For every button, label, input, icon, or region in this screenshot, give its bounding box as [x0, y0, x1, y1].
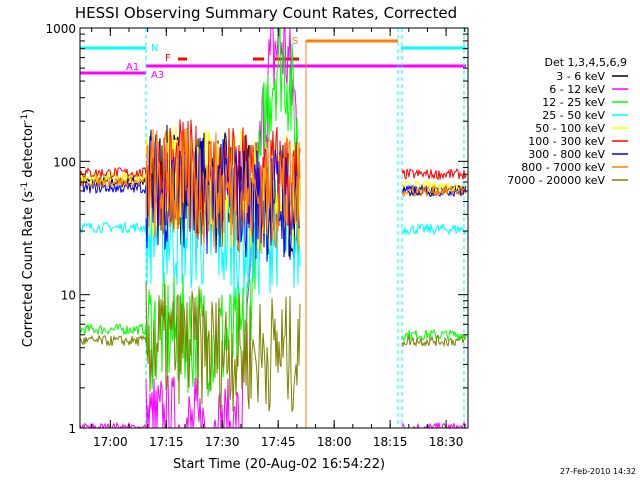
- y-axis-label-end: ): [21, 109, 36, 114]
- series-8-segment-2: [401, 334, 467, 348]
- legend-entry-7: 800 - 7000 keV: [521, 161, 605, 174]
- series-5-segment-2: [401, 167, 467, 181]
- legend-title: Det 1,3,4,5,6,9: [544, 56, 627, 69]
- series-8: [79, 282, 467, 412]
- y-tick-label-0: 1: [68, 422, 76, 436]
- series-5-segment-0: [79, 166, 147, 179]
- series-1-segment-2: [401, 421, 467, 430]
- x-tick-label-3: 17:45: [261, 435, 296, 449]
- series-2-segment-2: [401, 328, 467, 342]
- series-2-segment-0: [79, 322, 147, 336]
- flag-a1-label: A1: [126, 62, 139, 73]
- series-8-segment-1: [145, 282, 301, 412]
- series-2-segment-1: [145, 27, 301, 397]
- legend-entry-3: 25 - 50 keV: [542, 109, 605, 122]
- plot-area: N A1 A3F S: [79, 27, 467, 430]
- x-tick-label-6: 18:30: [429, 435, 464, 449]
- x-tick-label-4: 18:00: [317, 435, 352, 449]
- y-axis-label-sup1: -1: [20, 182, 30, 191]
- y-axis-label-mid: detector: [21, 122, 36, 182]
- series-4-segment-2: [401, 179, 467, 193]
- y-axis-label-sup2: -1: [20, 114, 30, 123]
- series-2: [79, 27, 467, 397]
- flag-a3-label: A3: [151, 70, 164, 81]
- legend-entry-1: 6 - 12 keV: [549, 83, 605, 96]
- plot-frame: [79, 27, 469, 429]
- y-axis-label-main: Corrected Count Rate (s: [21, 191, 36, 348]
- series-3-segment-0: [79, 221, 147, 234]
- legend-entry-0: 3 - 6 keV: [556, 70, 605, 83]
- chart-title: HESSI Observing Summary Count Rates, Cor…: [75, 4, 457, 22]
- series-8-segment-0: [79, 333, 147, 347]
- legend-entry-8: 7000 - 20000 keV: [507, 174, 605, 187]
- legend-entry-2: 12 - 25 keV: [542, 96, 605, 109]
- series-7-segment-1: [145, 127, 301, 254]
- y-tick-label-2: 100: [53, 155, 76, 169]
- legend-entry-5: 100 - 300 keV: [528, 135, 605, 148]
- x-axis-label: Start Time (20-Aug-02 16:54:22): [173, 457, 385, 472]
- x-tick-label-5: 18:15: [373, 435, 408, 449]
- series-3-segment-2: [401, 223, 467, 237]
- legend-entry-6: 300 - 800 keV: [528, 148, 605, 161]
- timestamp: 27-Feb-2010 14:32: [560, 467, 636, 476]
- x-tick-label-2: 17:30: [205, 435, 240, 449]
- flag-n-label: N: [151, 43, 158, 54]
- series-7-segment-0: [79, 175, 147, 188]
- series-7: [79, 127, 467, 254]
- x-tick-label-0: 17:00: [93, 435, 128, 449]
- series-7-segment-2: [401, 184, 467, 197]
- flag-f-label: F: [165, 53, 171, 64]
- x-tick-label-1: 17:15: [149, 435, 184, 449]
- axis-ticks: 17:00 17:15 17:30 17:45 18:00 18:15 18:30 1 10 10…: [45, 22, 468, 449]
- flag-s-label: S: [292, 36, 298, 47]
- y-tick-label-1: 10: [61, 289, 76, 303]
- legend-entry-4: 50 - 100 keV: [535, 122, 605, 135]
- y-tick-label-3: 1000: [45, 22, 76, 36]
- series-1-segment-0: [79, 421, 147, 430]
- y-axis-label: Corrected Count Rate (s-1 detector-1): [20, 109, 36, 347]
